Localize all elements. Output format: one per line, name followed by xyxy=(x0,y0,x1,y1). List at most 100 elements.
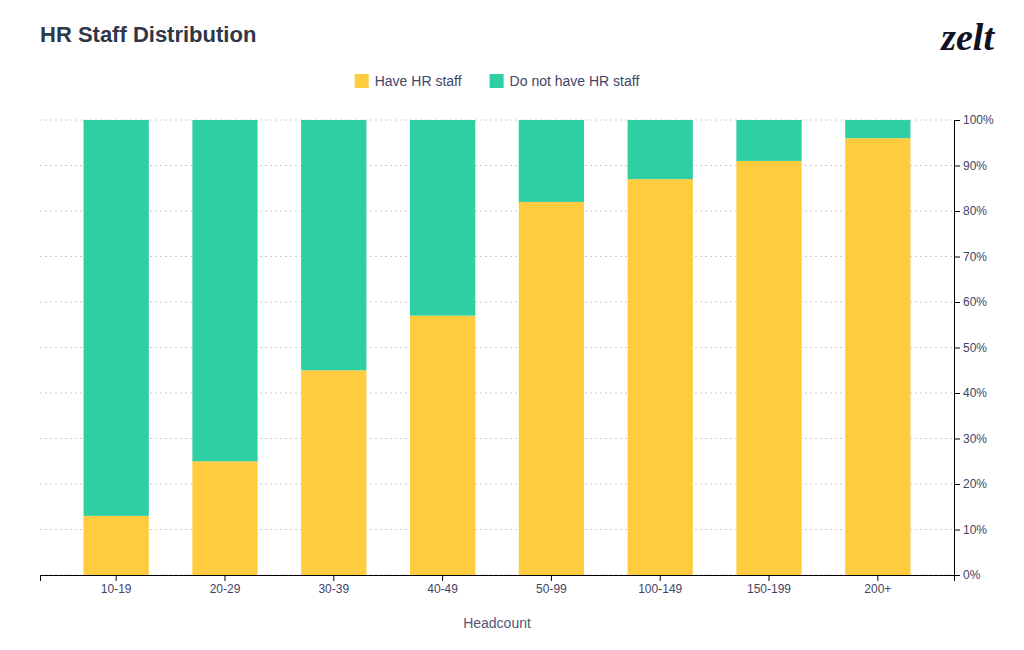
tick-mark xyxy=(551,575,552,581)
grid-line xyxy=(40,438,954,439)
axis-domain xyxy=(955,121,961,576)
bar xyxy=(845,138,910,575)
annotation: zelt xyxy=(939,16,995,58)
y-tick-label: 20% xyxy=(963,477,987,491)
tick-mark xyxy=(660,575,661,581)
grid-line xyxy=(40,211,954,212)
y-tick: 40% xyxy=(954,386,987,400)
tick-mark xyxy=(954,257,960,258)
bar xyxy=(84,120,149,516)
y-tick-label: 10% xyxy=(963,523,987,537)
x-tick: 20-29 xyxy=(210,575,241,596)
tick-mark xyxy=(954,484,960,485)
bar xyxy=(301,120,366,370)
x-tick-label: 40-49 xyxy=(427,582,458,596)
y-tick: 20% xyxy=(954,477,987,491)
grid-line xyxy=(40,393,954,394)
y-tick-label: 0% xyxy=(963,568,981,582)
y-tick: 70% xyxy=(954,250,987,264)
x-tick-label: 200+ xyxy=(864,582,891,596)
bar xyxy=(519,120,584,202)
x-tick-label: 30-39 xyxy=(318,582,349,596)
tick-mark xyxy=(954,348,960,349)
bar xyxy=(628,179,693,575)
legend-label: Do not have HR staff xyxy=(510,73,640,89)
tick-mark xyxy=(954,575,960,576)
tick-mark xyxy=(954,120,960,121)
y-tick-label: 100% xyxy=(963,113,994,127)
y-tick-label: 50% xyxy=(963,341,987,355)
y-tick: 90% xyxy=(954,159,987,173)
x-tick-label: 10-19 xyxy=(101,582,132,596)
x-tick: 150-199 xyxy=(747,575,791,596)
tick-mark xyxy=(442,575,443,581)
bar xyxy=(628,120,693,179)
tick-mark xyxy=(224,575,225,581)
grid-line xyxy=(40,529,954,530)
y-tick-label: 90% xyxy=(963,159,987,173)
x-tick: 10-19 xyxy=(101,575,132,596)
legend-swatch xyxy=(490,74,504,88)
bar xyxy=(845,120,910,138)
grid-line xyxy=(40,120,954,121)
y-tick-label: 80% xyxy=(963,204,987,218)
y-tick: 50% xyxy=(954,341,987,355)
bar xyxy=(410,120,475,316)
grid-line xyxy=(40,347,954,348)
y-tick-label: 70% xyxy=(963,250,987,264)
x-axis: 10-19 20-29 30-39 40-49 50-99 100-149 150-199 2… xyxy=(41,575,955,596)
legend-swatch xyxy=(355,74,369,88)
series xyxy=(84,120,911,516)
grid-line xyxy=(40,484,954,485)
legend-label: Have HR staff xyxy=(375,73,462,89)
y-tick: 60% xyxy=(954,295,987,309)
x-tick-label: 50-99 xyxy=(536,582,567,596)
tick-mark xyxy=(954,211,960,212)
bar xyxy=(192,461,257,575)
grid-line xyxy=(40,302,954,303)
grid xyxy=(40,120,954,575)
x-tick: 100-149 xyxy=(638,575,682,596)
x-tick: 200+ xyxy=(864,575,891,596)
x-tick: 30-39 xyxy=(318,575,349,596)
y-tick: 0% xyxy=(954,568,981,582)
tick-mark xyxy=(954,166,960,167)
chart: 10-19 20-29 30-39 40-49 50-99 100-149 150-199 2… xyxy=(0,0,1024,650)
tick-mark xyxy=(954,302,960,303)
x-tick-label: 20-29 xyxy=(210,582,241,596)
axis-domain xyxy=(41,576,955,582)
tick-mark xyxy=(769,575,770,581)
tick-mark xyxy=(954,439,960,440)
y-tick: 10% xyxy=(954,523,987,537)
bar xyxy=(736,161,801,575)
bar xyxy=(192,120,257,461)
legend-item: Do not have HR staff xyxy=(490,73,640,89)
grid-line xyxy=(40,256,954,257)
y-tick-label: 60% xyxy=(963,295,987,309)
x-tick-label: 100-149 xyxy=(638,582,682,596)
y-tick: 100% xyxy=(954,113,994,127)
tick-mark xyxy=(954,393,960,394)
bar xyxy=(736,120,801,161)
legend: Have HR staff Do not have HR staff xyxy=(355,73,640,89)
x-tick: 40-49 xyxy=(427,575,458,596)
bar xyxy=(301,370,366,575)
title: HR Staff Distribution xyxy=(40,22,256,47)
tick-mark xyxy=(877,575,878,581)
bar xyxy=(410,316,475,575)
bar xyxy=(519,202,584,575)
plot: 10-19 20-29 30-39 40-49 50-99 100-149 150-199 2… xyxy=(40,113,994,595)
y-tick: 80% xyxy=(954,204,987,218)
grid-line xyxy=(40,165,954,166)
bar xyxy=(84,516,149,575)
y-tick-label: 40% xyxy=(963,386,987,400)
legend-item: Have HR staff xyxy=(355,73,462,89)
y-tick-label: 30% xyxy=(963,432,987,446)
bars xyxy=(84,120,911,575)
x-tick: 50-99 xyxy=(536,575,567,596)
x-axis-title: Headcount xyxy=(463,615,531,631)
y-axis: 0% 10% 20% 30% 40% 50% 60% 70% 80% 90% 100% xyxy=(954,113,994,582)
tick-mark xyxy=(333,575,334,581)
y-tick: 30% xyxy=(954,432,987,446)
tick-mark xyxy=(954,530,960,531)
